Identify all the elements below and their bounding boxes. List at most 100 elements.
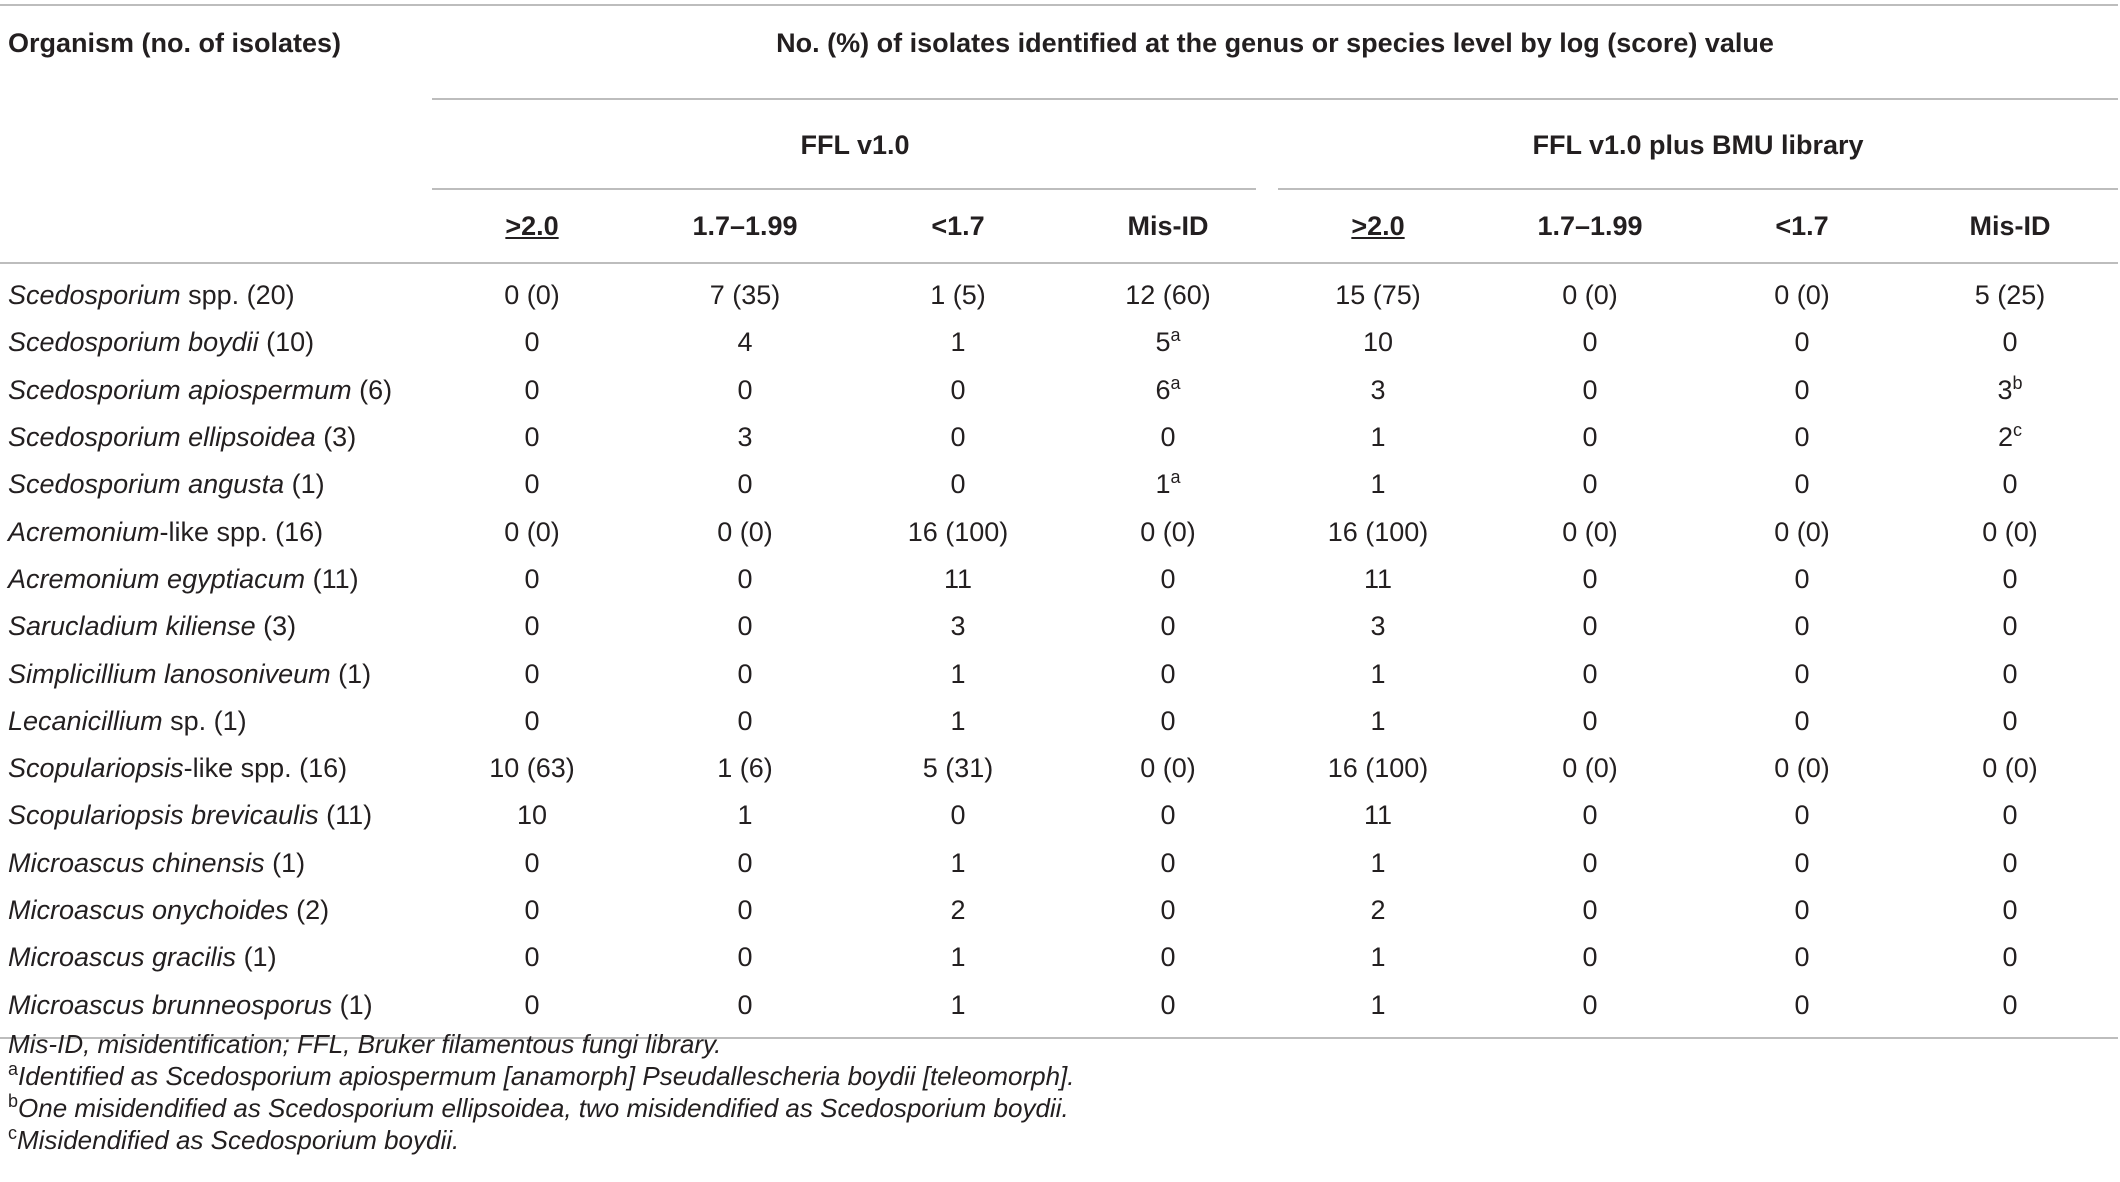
value-cell: 2c (1902, 414, 2118, 461)
table-row: Scedosporium apiospermum (6) 0 0 0 6a 3 0 0 3b (0, 367, 2118, 414)
value-cell: 0 (1058, 792, 1278, 839)
value-text: 0 (1160, 989, 1176, 1020)
value-text: 0 (524, 895, 540, 925)
value-cell: 0 (0) (432, 263, 632, 319)
footnote-mark: c (2013, 420, 2023, 441)
organism-cell: Scedosporium spp. (20) (0, 263, 432, 319)
value-cell: 1 (1278, 698, 1478, 745)
table-body: Scedosporium spp. (20) 0 (0) 7 (35) 1 (5) 12… (0, 263, 2118, 1039)
organism-cell: Scedosporium angusta (1) (0, 461, 432, 508)
value-text: 0 (0) (1774, 280, 1830, 311)
organism-column-header: Organism (no. of isolates) (8, 28, 342, 58)
value-cell: 5 (31) (858, 745, 1058, 792)
value-text: 0 (0) (1982, 753, 2038, 784)
value-text: 11 (1363, 563, 1393, 594)
table-row: Acremonium egyptiacum (11) 0 0 11 0 11 0 0 0 (0, 556, 2118, 603)
value-cell: 0 (1702, 319, 1902, 366)
value-text: 0 (1794, 422, 1810, 453)
organism-count: (2) (288, 895, 330, 925)
value-text: 0 (950, 422, 966, 453)
value-text: 0 (2002, 847, 2018, 878)
value-text: 2 (1997, 422, 2014, 453)
value-text: 0 (1160, 611, 1176, 642)
value-text: 0 (2002, 611, 2018, 642)
value-cell: 5a (1058, 319, 1278, 366)
organism-count: (1) (284, 469, 325, 500)
value-cell: 0 (1478, 461, 1702, 508)
organism-cell: Lecanicillium sp. (1) (0, 698, 432, 745)
table-row: Sarucladium kiliense (3) 0 0 3 0 3 0 0 0 (0, 603, 2118, 650)
value-text: 0 (1582, 658, 1598, 689)
value-text: 0 (524, 374, 540, 405)
organism-name: Scedosporium boydii (8, 327, 259, 358)
value-text: 0 (1160, 422, 1176, 453)
organism-count: spp. (20) (180, 280, 295, 311)
value-cell: 0 (0) (1702, 508, 1902, 555)
value-text: 0 (524, 942, 540, 973)
organism-count: (3) (255, 611, 297, 642)
organism-name: Scopulariopsis (8, 753, 184, 784)
organism-name: Scedosporium (8, 280, 181, 311)
value-text: 0 (737, 563, 753, 594)
value-text: 0 (524, 847, 540, 878)
value-text: 0 (1794, 895, 1810, 925)
value-cell: 0 (0) (632, 508, 858, 555)
value-cell: 11 (1278, 792, 1478, 839)
value-text: 1 (1370, 847, 1386, 878)
value-cell: 0 (1902, 887, 2118, 934)
organism-count: (10) (258, 327, 315, 358)
table-row: Microascus brunneosporus (1) 0 0 1 0 1 0 0 0 (0, 981, 2118, 1039)
subheader-2: <1.7 (858, 190, 1058, 264)
value-cell: 0 (632, 556, 858, 603)
organism-count: (11) (305, 563, 359, 594)
value-text: 0 (737, 989, 753, 1020)
value-cell: 0 (1478, 981, 1702, 1039)
value-text: 1 (950, 847, 966, 878)
table-row: Scedosporium boydii (10) 0 4 1 5a 10 0 0 0 (0, 319, 2118, 366)
subheader-4: >2.0 (1278, 190, 1478, 264)
value-cell: 0 (432, 650, 632, 697)
value-text: 1 (950, 658, 966, 689)
span-title-header: No. (%) of isolates identified at the ge… (432, 6, 2118, 100)
subheader-3: Mis-ID (1058, 190, 1278, 264)
value-cell: 0 (1478, 367, 1702, 414)
value-cell: 6a (1058, 367, 1278, 414)
value-text: 0 (0) (504, 516, 560, 547)
value-cell: 0 (1702, 698, 1902, 745)
value-text: 3 (1370, 611, 1386, 642)
footnote-mark: a (1170, 325, 1181, 346)
value-cell: 3b (1902, 367, 2118, 414)
table-row: Simplicillium lanosoniveum (1) 0 0 1 0 1 0 0 0 (0, 650, 2118, 697)
value-cell: 1 (858, 650, 1058, 697)
value-text: 7 (35) (709, 280, 781, 311)
subheader-1: 1.7–1.99 (632, 190, 858, 264)
organism-name: Microascus onychoides (8, 895, 289, 925)
value-cell: 0 (632, 367, 858, 414)
value-text: 0 (1794, 374, 1810, 405)
value-text: 0 (737, 705, 753, 736)
value-text: 1 (950, 989, 966, 1020)
organism-count: (3) (315, 422, 357, 453)
footnote-mark: b (2012, 372, 2023, 393)
value-cell: 0 (1478, 603, 1702, 650)
value-text: 0 (1794, 611, 1810, 642)
value-text: 1 (737, 800, 753, 831)
organism-name: Microascus brunneosporus (8, 989, 333, 1020)
value-text: 0 (1160, 895, 1176, 925)
value-cell: 16 (100) (1278, 745, 1478, 792)
value-text: 0 (737, 895, 753, 925)
value-cell: 3 (1278, 603, 1478, 650)
value-cell: 11 (1278, 556, 1478, 603)
value-text: 0 (1160, 705, 1176, 736)
value-cell: 0 (1702, 603, 1902, 650)
value-cell: 1 (1278, 461, 1478, 508)
value-cell: 10 (63) (432, 745, 632, 792)
value-cell: 0 (632, 887, 858, 934)
subheader-0: >2.0 (432, 190, 632, 264)
value-cell: 5 (25) (1902, 263, 2118, 319)
value-text: 0 (524, 705, 540, 736)
table-row: Scedosporium spp. (20) 0 (0) 7 (35) 1 (5) 12… (0, 263, 2118, 319)
footnote-a: aIdentified as Scedosporium apiospermum … (8, 1059, 1075, 1091)
value-cell: 0 (0) (1902, 745, 2118, 792)
value-text: 0 (1160, 658, 1176, 689)
